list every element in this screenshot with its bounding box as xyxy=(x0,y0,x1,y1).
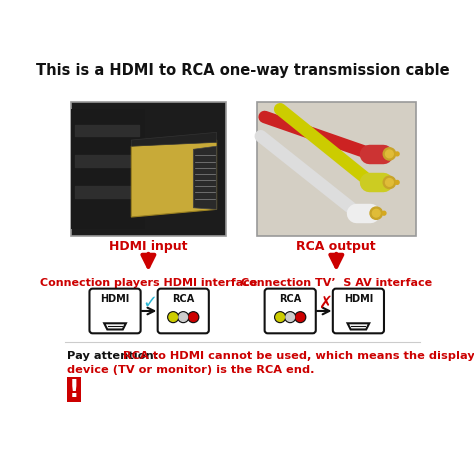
Text: RCA output: RCA output xyxy=(297,240,376,253)
FancyBboxPatch shape xyxy=(71,101,226,237)
Circle shape xyxy=(179,313,188,321)
Circle shape xyxy=(169,313,177,321)
Text: RCA: RCA xyxy=(279,294,301,304)
Circle shape xyxy=(189,313,198,321)
Text: Connection TV’  S AV interface: Connection TV’ S AV interface xyxy=(241,278,432,288)
Text: !: ! xyxy=(69,378,79,402)
Circle shape xyxy=(370,207,383,219)
Polygon shape xyxy=(131,140,217,217)
Text: Pay attention:: Pay attention: xyxy=(67,351,158,361)
Circle shape xyxy=(188,312,199,322)
FancyBboxPatch shape xyxy=(257,101,416,237)
FancyBboxPatch shape xyxy=(264,289,316,333)
Circle shape xyxy=(275,312,285,322)
Circle shape xyxy=(178,312,189,322)
Circle shape xyxy=(395,181,399,184)
Circle shape xyxy=(276,313,284,321)
Circle shape xyxy=(385,150,393,158)
Text: HDMI input: HDMI input xyxy=(109,240,188,253)
Circle shape xyxy=(296,313,304,321)
Text: device (TV or monitor) is the RCA end.: device (TV or monitor) is the RCA end. xyxy=(67,365,315,375)
FancyBboxPatch shape xyxy=(333,289,384,333)
FancyBboxPatch shape xyxy=(67,377,81,402)
Circle shape xyxy=(168,312,179,322)
Circle shape xyxy=(295,312,306,322)
FancyBboxPatch shape xyxy=(90,289,141,333)
Circle shape xyxy=(285,312,296,322)
Text: HDMI: HDMI xyxy=(100,294,130,304)
Circle shape xyxy=(385,179,393,186)
Circle shape xyxy=(382,211,386,215)
Text: Connection players HDMI interface: Connection players HDMI interface xyxy=(40,278,257,288)
Text: HDMI: HDMI xyxy=(344,294,373,304)
Circle shape xyxy=(383,148,396,160)
FancyBboxPatch shape xyxy=(71,109,145,228)
Text: RCA: RCA xyxy=(172,294,194,304)
Polygon shape xyxy=(131,132,217,146)
FancyBboxPatch shape xyxy=(158,289,209,333)
Text: This is a HDMI to RCA one-way transmission cable: This is a HDMI to RCA one-way transmissi… xyxy=(36,63,450,78)
Circle shape xyxy=(395,152,399,156)
Text: RCA to HDMI cannot be used, which means the display: RCA to HDMI cannot be used, which means … xyxy=(123,351,474,361)
Polygon shape xyxy=(193,146,217,210)
Circle shape xyxy=(286,313,294,321)
Text: ✗: ✗ xyxy=(318,293,332,311)
Circle shape xyxy=(383,176,396,189)
Circle shape xyxy=(373,210,380,217)
Text: ✓: ✓ xyxy=(142,293,157,311)
